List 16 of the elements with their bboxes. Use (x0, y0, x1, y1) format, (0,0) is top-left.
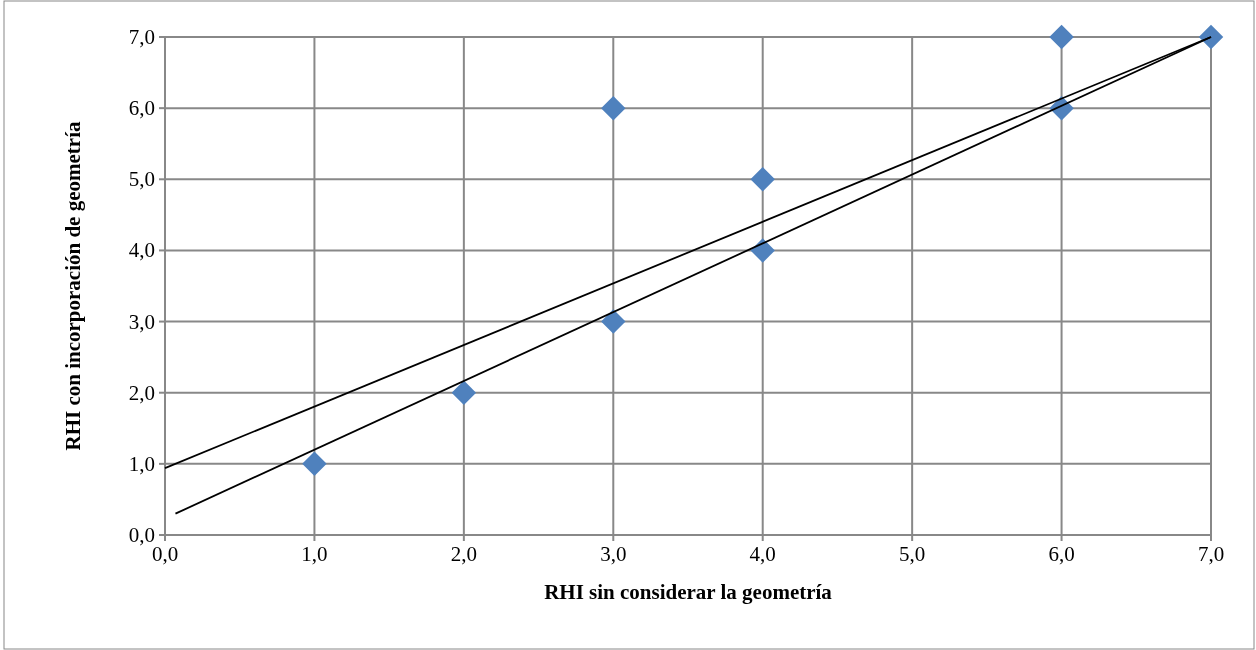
x-tick-label: 6,0 (1048, 542, 1075, 566)
y-tick-label: 1,0 (128, 451, 155, 476)
x-tick-label: 4,0 (749, 542, 776, 566)
y-tick-label: 2,0 (128, 380, 155, 405)
x-tick-label: 7,0 (1197, 542, 1225, 566)
x-tick-label: 5,0 (899, 542, 926, 566)
y-tick-label: 7,0 (128, 25, 155, 49)
x-tick-label: 2,0 (450, 542, 477, 566)
y-tick-label: 4,0 (128, 238, 155, 263)
x-axis-title: RHI sin considerar la geometría (544, 580, 833, 604)
x-tick-label: 3,0 (600, 542, 627, 566)
y-tick-label: 3,0 (128, 309, 155, 334)
y-axis-title: RHI con incorporación de geometría (61, 121, 85, 451)
x-tick-label: 1,0 (301, 542, 328, 566)
y-tick-label: 5,0 (128, 167, 155, 192)
y-tick-label: 6,0 (128, 96, 155, 121)
